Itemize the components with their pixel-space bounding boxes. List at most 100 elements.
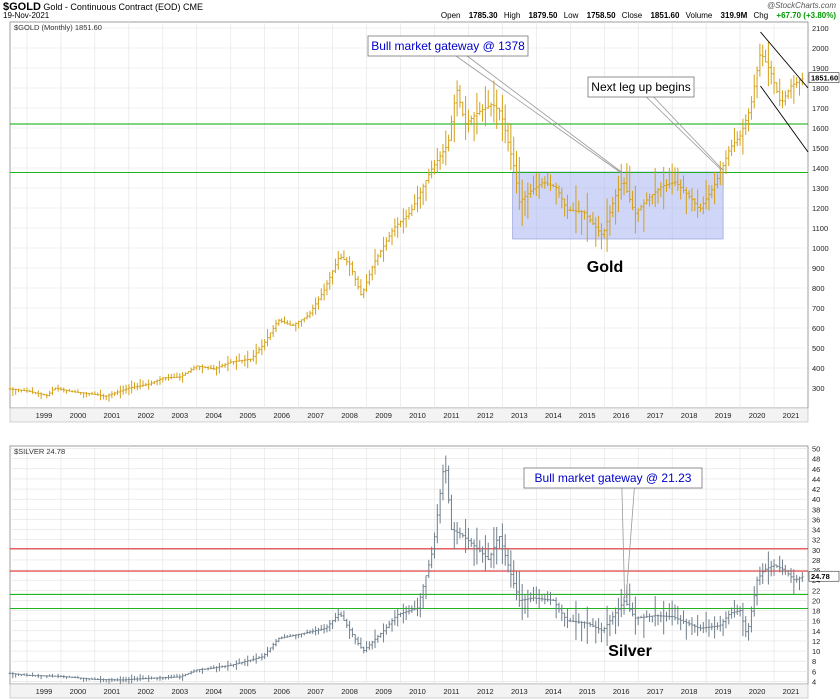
gold-x-tick-label: 2011: [443, 411, 459, 420]
silver-ohlc-bar: [767, 551, 770, 585]
silver-ohlc-bar: [662, 600, 665, 635]
silver-ohlc-bar: [764, 563, 767, 573]
gold-ohlc-bar: [662, 166, 665, 210]
silver-ohlc-bar: [503, 534, 507, 566]
silver-y-tick-label: 12: [812, 637, 820, 646]
gold-ohlc-bar: [192, 365, 196, 371]
silver-ohlc-bar: [512, 560, 516, 589]
gold-ohlc-bar: [472, 111, 476, 142]
gold-ohlc-bar: [305, 311, 309, 320]
silver-x-tick-label: 2021: [783, 687, 800, 696]
silver-ohlc-bar: [184, 673, 187, 677]
gold-ohlc-bar: [622, 177, 626, 196]
gold-ohlc-bar: [396, 217, 399, 238]
gold-callout-pointer: [646, 96, 722, 171]
silver-ohlc-bar: [155, 677, 159, 681]
gold-ohlc-bar: [249, 358, 252, 363]
silver-ohlc-bar: [682, 610, 685, 624]
silver-ohlc-bar: [73, 676, 77, 679]
silver-ohlc-bar: [798, 576, 801, 591]
silver-ohlc-bar: [469, 538, 473, 547]
gold-ohlc-bar: [370, 265, 374, 281]
silver-ohlc-bar: [116, 678, 119, 682]
gold-x-axis-band: [9, 407, 809, 423]
silver-ohlc-bar: [353, 633, 357, 645]
gold-ohlc-bar: [14, 388, 17, 395]
silver-ohlc-bar: [600, 622, 603, 643]
gold-ohlc-bar: [215, 366, 218, 376]
silver-ohlc-bar: [280, 636, 283, 640]
silver-ohlc-bar: [226, 660, 230, 671]
gold-ohlc-bar: [619, 163, 623, 200]
gold-ohlc-bar: [481, 104, 484, 122]
silver-ohlc-bar: [529, 592, 532, 603]
gold-ohlc-bar: [730, 139, 733, 157]
gold-y-tick-label: 1000: [812, 244, 829, 253]
gold-y-tick-label: 1900: [812, 64, 829, 73]
gold-x-tick-label: 2005: [239, 411, 256, 420]
gold-ohlc-bar: [246, 350, 250, 369]
gold-ohlc-bar: [286, 320, 289, 325]
gold-ohlc-bar: [198, 365, 201, 371]
silver-ohlc-bar: [96, 678, 100, 680]
silver-y-tick-label: 28: [812, 556, 820, 565]
silver-ohlc-bar: [252, 655, 255, 662]
gold-ohlc-bar: [127, 384, 131, 396]
gold-y-tick-label: 2100: [812, 24, 829, 33]
silver-ohlc-bar: [127, 676, 131, 684]
silver-ohlc-bar: [133, 676, 136, 681]
gold-ohlc-bar: [552, 183, 555, 187]
gold-ohlc-bar: [331, 270, 334, 285]
gold-ohlc-bar: [218, 360, 221, 374]
silver-ohlc-bar: [441, 464, 445, 501]
silver-ohlc-bar: [254, 653, 258, 664]
gold-ohlc-bar: [546, 172, 549, 187]
silver-ohlc-bar: [311, 628, 315, 634]
silver-ohlc-bar: [416, 597, 419, 617]
gold-ohlc-bar: [733, 128, 736, 153]
gold-ohlc-bar: [325, 280, 329, 296]
gold-ohlc-bar: [334, 258, 337, 274]
silver-ohlc-bar: [750, 606, 753, 633]
silver-x-tick-label: 2014: [545, 687, 562, 696]
gold-x-tick-label: 2001: [104, 411, 121, 420]
gold-ohlc-bar: [220, 363, 224, 368]
silver-ohlc-bar: [659, 611, 663, 623]
gold-ohlc-bar: [271, 324, 275, 338]
silver-ohlc-bar: [48, 674, 51, 677]
silver-ohlc-bar: [263, 652, 266, 659]
gold-ohlc-bar: [407, 206, 411, 220]
gold-ohlc-bar: [79, 391, 83, 395]
silver-ohlc-bar: [492, 527, 496, 569]
silver-ohlc-bar: [266, 646, 269, 657]
gold-ohlc-bar: [778, 78, 782, 107]
gold-ohlc-bar: [532, 175, 535, 195]
gold-ohlc-bar: [520, 179, 524, 227]
silver-ohlc-bar: [730, 607, 733, 619]
gold-ohlc-bar: [501, 94, 504, 142]
silver-ohlc-bar: [450, 494, 453, 531]
silver-ohlc-bar: [336, 608, 340, 622]
silver-ohlc-bar: [665, 611, 668, 622]
gold-ohlc-bar: [693, 197, 697, 212]
gold-ohlc-bar: [781, 90, 784, 108]
silver-ohlc-bar: [424, 575, 428, 600]
silver-ohlc-bar: [351, 627, 354, 638]
gold-ohlc-bar: [495, 89, 499, 129]
silver-y-tick-label: 18: [812, 607, 820, 616]
silver-x-tick-label: 2015: [579, 687, 596, 696]
gold-ohlc-bar: [659, 181, 663, 198]
gold-ohlc-bar: [718, 161, 722, 186]
silver-ohlc-bar: [552, 598, 555, 601]
gold-ohlc-bar: [31, 387, 34, 395]
gold-ohlc-bar: [345, 256, 349, 266]
silver-ohlc-bar: [104, 679, 108, 683]
gold-ohlc-bar: [252, 349, 255, 362]
high-label: High: [503, 11, 521, 20]
silver-ohlc-bar: [376, 634, 380, 643]
gold-ohlc-bar: [203, 366, 207, 369]
gold-ohlc-bar: [602, 228, 606, 239]
silver-ohlc-bar: [484, 535, 487, 571]
gold-ohlc-bar: [685, 187, 688, 215]
gold-ohlc-bar: [399, 220, 402, 228]
